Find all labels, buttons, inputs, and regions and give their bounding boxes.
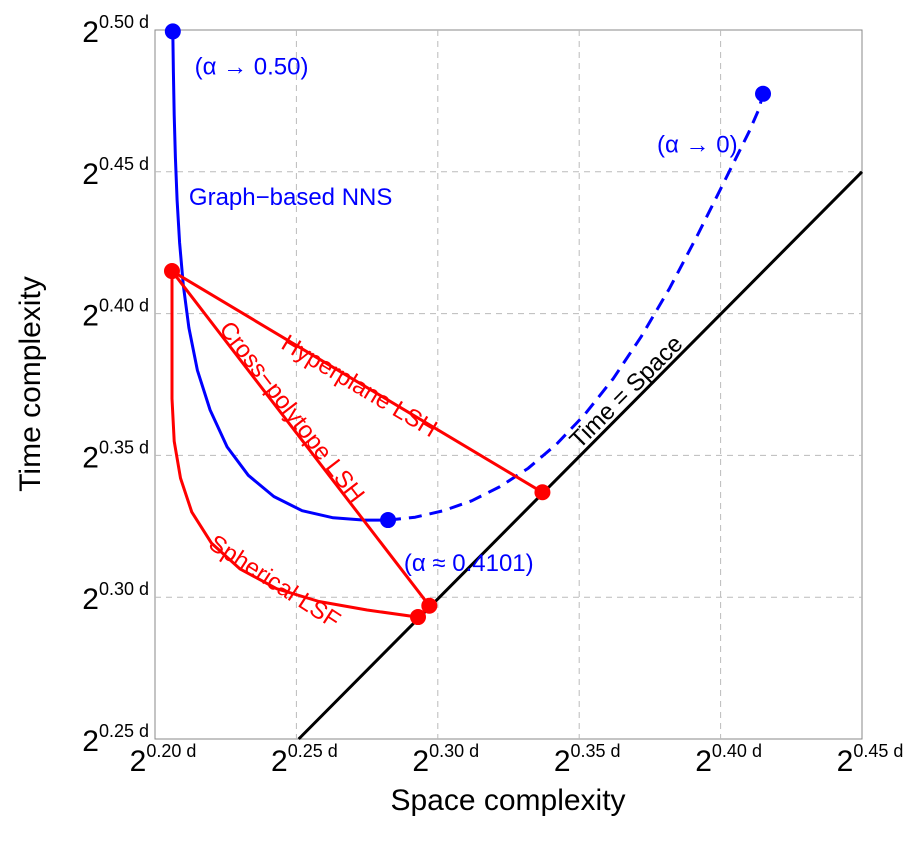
graph-dashed-curve (387, 93, 765, 522)
y-tick-label: 20.45 d (82, 154, 149, 191)
y-tick-label: 20.40 d (82, 296, 149, 333)
alpha-050-label: (α → 0.50) (195, 54, 309, 81)
cross-polytope-curve (170, 270, 431, 607)
series-group (170, 31, 864, 741)
data-point (534, 484, 551, 501)
point-group (163, 23, 772, 626)
y-axis-label: Time complexity (14, 276, 47, 492)
spherical-lsf-curve (170, 271, 419, 619)
data-point (380, 512, 397, 529)
plot-frame (154, 29, 863, 740)
alpha-04101-label: (α ≈ 0.4101) (404, 550, 534, 577)
x-tick-label: 20.40 d (695, 741, 762, 778)
time-space-curve (297, 170, 864, 741)
data-point (410, 609, 427, 626)
data-point (755, 85, 772, 102)
y-tick-label: 20.50 d (82, 12, 149, 49)
spherical-lsf-label: Spherical LSF (204, 530, 345, 635)
data-point (421, 597, 438, 614)
alpha-0-label: (α → 0) (657, 132, 738, 159)
grid (155, 30, 862, 739)
annotation-group: (α → 0.50) (α → 0) (α ≈ 0.4101) Graph−based… (189, 54, 738, 635)
hyperplane-curve (171, 269, 544, 494)
y-tick-label: 20.30 d (82, 579, 149, 616)
time-space-label-label: Time = Space (565, 330, 689, 454)
y-tick-group: 20.25 d 20.30 d 20.35 d 20.40 d 20.45 d 20.50… (82, 12, 149, 758)
data-point (164, 23, 181, 40)
x-tick-label: 20.20 d (130, 741, 197, 778)
x-tick-label: 20.25 d (271, 741, 338, 778)
y-tick-label: 20.35 d (82, 437, 149, 474)
data-point (163, 263, 180, 280)
x-tick-label: 20.35 d (554, 741, 621, 778)
x-tick-label: 20.30 d (412, 741, 479, 778)
x-tick-group: 20.20 d 20.25 d 20.30 d 20.35 d 20.40 d 20.45… (130, 741, 904, 778)
y-tick-label: 20.25 d (82, 721, 149, 758)
graph-nns-label: Graph−based NNS (189, 184, 392, 211)
x-axis-label: Space complexity (390, 784, 625, 817)
graph-solid-curve (171, 31, 388, 522)
x-tick-label: 20.45 d (837, 741, 904, 778)
